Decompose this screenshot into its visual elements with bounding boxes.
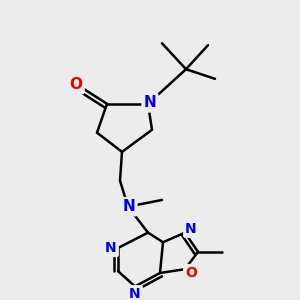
Text: O: O — [70, 77, 83, 92]
Text: N: N — [129, 287, 141, 300]
Text: N: N — [105, 241, 117, 255]
Text: N: N — [123, 199, 135, 214]
Text: O: O — [185, 266, 197, 280]
Text: N: N — [185, 222, 197, 236]
Text: N: N — [144, 95, 156, 110]
